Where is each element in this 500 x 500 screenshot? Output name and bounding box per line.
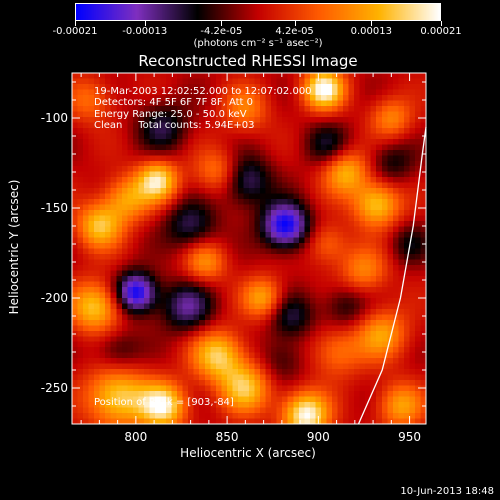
y-tick-label: -150 [41, 201, 68, 215]
colorbar-tick [294, 21, 296, 26]
chart-title: Reconstructed RHESSI Image [138, 52, 358, 70]
x-tick-label: 900 [307, 430, 330, 444]
colorbar-gradient [76, 4, 440, 20]
heatmap-container [72, 73, 426, 424]
axes: 800 850 900 950 -100 -150 -200 -250 [41, 73, 426, 444]
colorbar-tick-label: -4.2e-05 [200, 26, 243, 37]
annotation-energy: Energy Range: 25.0 - 50.0 keV [94, 109, 247, 120]
colorbar [75, 3, 441, 21]
colorbar-tick [441, 21, 442, 26]
annotation-counts: Clean Total counts: 5.94E+03 [94, 120, 255, 131]
y-axis-label: Heliocentric Y (arcsec) [7, 179, 21, 315]
heatmap-image [72, 73, 426, 424]
annotation-peak: Position of Peak = [903,-84] [94, 397, 234, 408]
plot-frame [71, 72, 427, 425]
colorbar-tick-label: -0.00021 [52, 26, 98, 37]
x-axis-label: Heliocentric X (arcsec) [180, 446, 316, 460]
colorbar-tick-label: 0.00021 [420, 26, 462, 37]
y-tick-label: -100 [41, 111, 68, 125]
solar-limb-line [357, 126, 427, 425]
colorbar-units: (photons cm⁻² s⁻¹ asec⁻²) [193, 38, 323, 49]
timestamp: 10-Jun-2013 18:48 [400, 486, 494, 497]
y-tick-label: -250 [41, 381, 68, 395]
colorbar-tick-label: 0.00013 [350, 26, 392, 37]
colorbar-tick-label: -0.00013 [122, 26, 168, 37]
limb-layer [357, 126, 427, 425]
x-tick-label: 850 [216, 430, 239, 444]
annotation-time: 19-Mar-2003 12:02:52.000 to 12:07:02.000 [94, 86, 312, 97]
y-tick-label: -200 [41, 291, 68, 305]
annotation-detectors: Detectors: 4F 5F 6F 7F 8F, Att 0 [94, 97, 254, 108]
colorbar-tick-label: 4.2e-05 [275, 26, 314, 37]
colorbar-tick [144, 21, 146, 26]
colorbar-tick [221, 21, 223, 26]
x-tick-label: 800 [124, 430, 147, 444]
x-tick-label: 950 [398, 430, 421, 444]
colorbar-tick [75, 21, 76, 26]
colorbar-tick [371, 21, 373, 26]
